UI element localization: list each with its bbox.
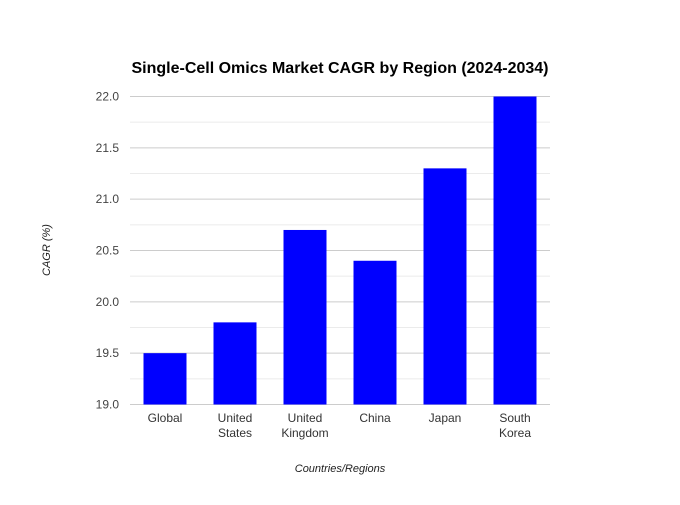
x-tick-label-line: United [288, 411, 323, 425]
bar [143, 353, 187, 405]
x-tick-label-line: Japan [429, 411, 462, 425]
bar [423, 168, 467, 405]
x-tick-label: United Kingdom [281, 411, 328, 440]
y-tick-label: 19.5 [96, 346, 120, 360]
x-tick-label-line: Kingdom [281, 426, 328, 440]
x-tick-label-line: China [359, 411, 391, 425]
y-axis-label: CAGR (%) [41, 224, 53, 276]
x-tick-label: China [359, 411, 391, 425]
gridlines [130, 96, 550, 405]
bar [213, 322, 257, 405]
y-tick-label: 19.0 [96, 398, 120, 412]
x-tick-label-line: Korea [499, 426, 531, 440]
chart-title: Single-Cell Omics Market CAGR by Region … [131, 60, 548, 77]
bars [143, 96, 537, 405]
x-tick-label-line: Global [148, 411, 183, 425]
y-tick-label: 21.0 [96, 192, 120, 206]
y-tick-label: 20.5 [96, 244, 120, 258]
x-tick-label: Global [148, 411, 183, 425]
x-axis-label: Countries/Regions [295, 463, 386, 475]
y-tick-label: 20.0 [96, 295, 120, 309]
x-tick-label-line: United [218, 411, 253, 425]
bar [283, 229, 327, 405]
x-tick-label: Japan [429, 411, 462, 425]
bar [353, 260, 397, 405]
y-tick-label: 22.0 [96, 90, 120, 104]
y-tick-label: 21.5 [96, 141, 120, 155]
y-axis-ticks: 19.0 19.5 20.0 20.5 21.0 21.5 22.0 [96, 90, 120, 412]
bar [493, 96, 537, 405]
x-tick-label: South Korea [499, 411, 531, 440]
x-tick-label-line: States [218, 426, 252, 440]
x-tick-label-line: South [499, 411, 530, 425]
x-tick-label: United States [218, 411, 253, 440]
